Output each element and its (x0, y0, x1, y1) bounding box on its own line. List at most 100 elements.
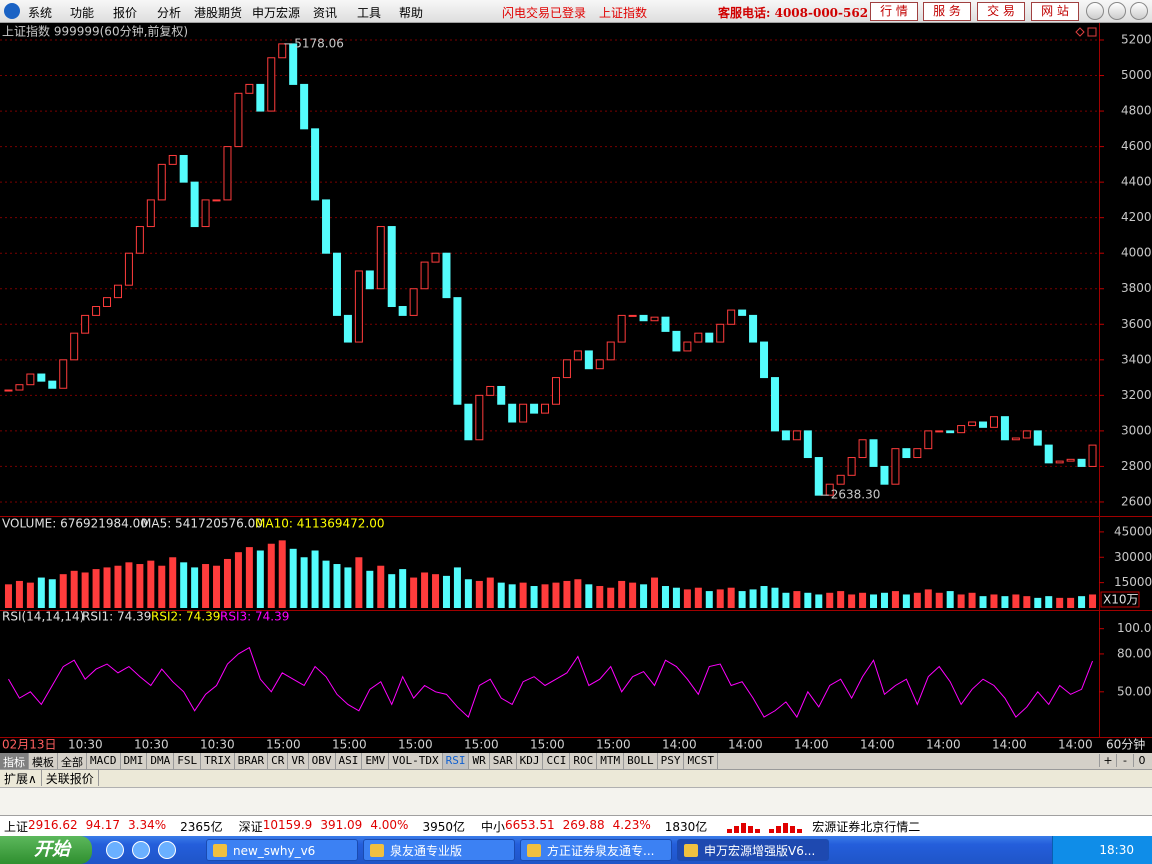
menu-item[interactable]: 系统 (28, 6, 53, 20)
extra-tab[interactable]: 扩展∧ (0, 770, 42, 786)
indicator-tab[interactable]: RSI (442, 753, 470, 769)
indicator-tab[interactable]: DMA (147, 753, 175, 769)
indicator-tab[interactable]: KDJ (517, 753, 544, 769)
indicator-tab[interactable]: 全部 (58, 753, 87, 769)
volume-bar (596, 586, 604, 608)
candle (968, 421, 977, 427)
indicator-tab[interactable]: 模板 (29, 753, 58, 769)
top-button[interactable]: 服 务 (923, 2, 971, 21)
volume-bar (541, 584, 549, 608)
y-tick-label: 3200 (1121, 388, 1152, 402)
start-button[interactable]: 开始 (0, 836, 92, 864)
indicator-tab[interactable]: CR (268, 753, 289, 769)
top-button[interactable]: 网 站 (1031, 2, 1079, 21)
tab-controls: + -0 (1099, 754, 1150, 767)
indicator-tab[interactable]: MTM (597, 753, 625, 769)
close-button[interactable] (1130, 2, 1148, 20)
indicator-tab[interactable]: PSY (658, 753, 685, 769)
tab-control[interactable]: + (1099, 754, 1116, 767)
quick-icon[interactable] (106, 841, 124, 859)
volume-bar (311, 550, 319, 608)
candle (497, 385, 506, 405)
volume-bar (651, 577, 659, 608)
task-button[interactable]: 申万宏源增强版V6... (677, 839, 829, 861)
data-source: 宏源证券北京行情二 (812, 819, 921, 834)
indicator-tab[interactable]: DMI (121, 753, 148, 769)
indicator-tab[interactable]: BRAR (235, 753, 269, 769)
candle (672, 330, 681, 352)
indicator-tab[interactable]: VOL-TDX (389, 753, 443, 769)
candle (464, 403, 473, 441)
indicator-tab[interactable]: 指标 (0, 753, 29, 769)
index-percent: 4.00% (370, 817, 409, 832)
minimize-button[interactable] (1086, 2, 1104, 20)
indicator-tab[interactable]: VR (288, 753, 309, 769)
quick-icon[interactable] (158, 841, 176, 859)
volume-bar (902, 594, 910, 608)
volume-bar (180, 562, 188, 608)
top-button[interactable]: 行 情 (870, 2, 918, 21)
indicator-tab[interactable]: EMV (362, 753, 390, 769)
candle (1000, 416, 1009, 441)
volume-bar (957, 594, 965, 608)
task-button[interactable]: new_swhy_v6 (206, 839, 358, 861)
candle (562, 359, 571, 379)
volume-bar (388, 574, 396, 608)
volume-bar (837, 591, 845, 608)
chart-icon[interactable] (1075, 27, 1085, 37)
volume-bar (1067, 597, 1075, 608)
menu-item[interactable]: 港股期货 (194, 6, 243, 20)
menu-item[interactable]: 申万宏源 (252, 6, 301, 20)
task-button[interactable]: 泉友通专业版 (363, 839, 515, 861)
volume-bar (333, 564, 341, 608)
volume-bar (870, 594, 878, 608)
indicator-tab[interactable]: MCST (684, 753, 718, 769)
volume-bar (990, 594, 998, 608)
menu-item[interactable]: 功能 (70, 6, 95, 20)
indicator-tab[interactable]: ROC (570, 753, 598, 769)
restore-button[interactable] (1108, 2, 1126, 20)
y-tick-label: 30000 (1114, 550, 1152, 564)
candle (913, 448, 922, 459)
indicator-tab[interactable]: OBV (309, 753, 336, 769)
app-logo[interactable] (4, 3, 20, 19)
ticker-group: 中小 6653.51 269.88 4.23% 1830亿 (477, 818, 707, 835)
task-button[interactable]: 方正证券泉友通专... (520, 839, 672, 861)
rsi-legend: RSI1: 74.39 (82, 610, 151, 624)
tab-control[interactable]: - (1116, 754, 1133, 767)
tab-control[interactable]: 0 (1133, 754, 1150, 767)
candle (300, 83, 309, 130)
volume-bar (913, 592, 921, 608)
volume-bar (147, 560, 155, 608)
candle (420, 261, 429, 290)
indicator-tab[interactable]: ASI (336, 753, 363, 769)
extra-tab[interactable]: 关联报价 (42, 770, 99, 786)
menu-item[interactable]: 分析 (157, 6, 182, 20)
indicator-tab[interactable]: MACD (87, 753, 121, 769)
y-tick-label: 45000 (1114, 524, 1152, 538)
volume-bar (278, 540, 286, 608)
menu-item[interactable]: 资讯 (313, 6, 338, 20)
indicator-tab[interactable]: TRIX (201, 753, 235, 769)
hotline: 客服电话: 4008-000-562 (718, 6, 869, 20)
y-tick-label: 80.00 (1117, 646, 1151, 660)
index-price: 6653.51 (505, 817, 555, 832)
top-button[interactable]: 交 易 (977, 2, 1025, 21)
candle (519, 403, 528, 423)
volume-bar (891, 591, 899, 608)
indicator-tab[interactable]: WR (469, 753, 490, 769)
menu-item[interactable]: 报价 (113, 6, 138, 20)
candle (1011, 437, 1020, 441)
candle (924, 430, 933, 450)
indicator-tab[interactable]: SAR (490, 753, 517, 769)
indicator-tab[interactable]: CCI (543, 753, 571, 769)
menu-item[interactable]: 帮助 (399, 6, 424, 20)
x-tick-label: 14:00 (926, 738, 961, 752)
menu-item[interactable]: 工具 (357, 6, 382, 20)
indicator-tab[interactable]: BOLL (624, 753, 658, 769)
volume-bar (749, 589, 757, 608)
chart-icon[interactable] (1087, 27, 1097, 37)
indicator-tab[interactable]: FSL (174, 753, 202, 769)
quick-icon[interactable] (132, 841, 150, 859)
